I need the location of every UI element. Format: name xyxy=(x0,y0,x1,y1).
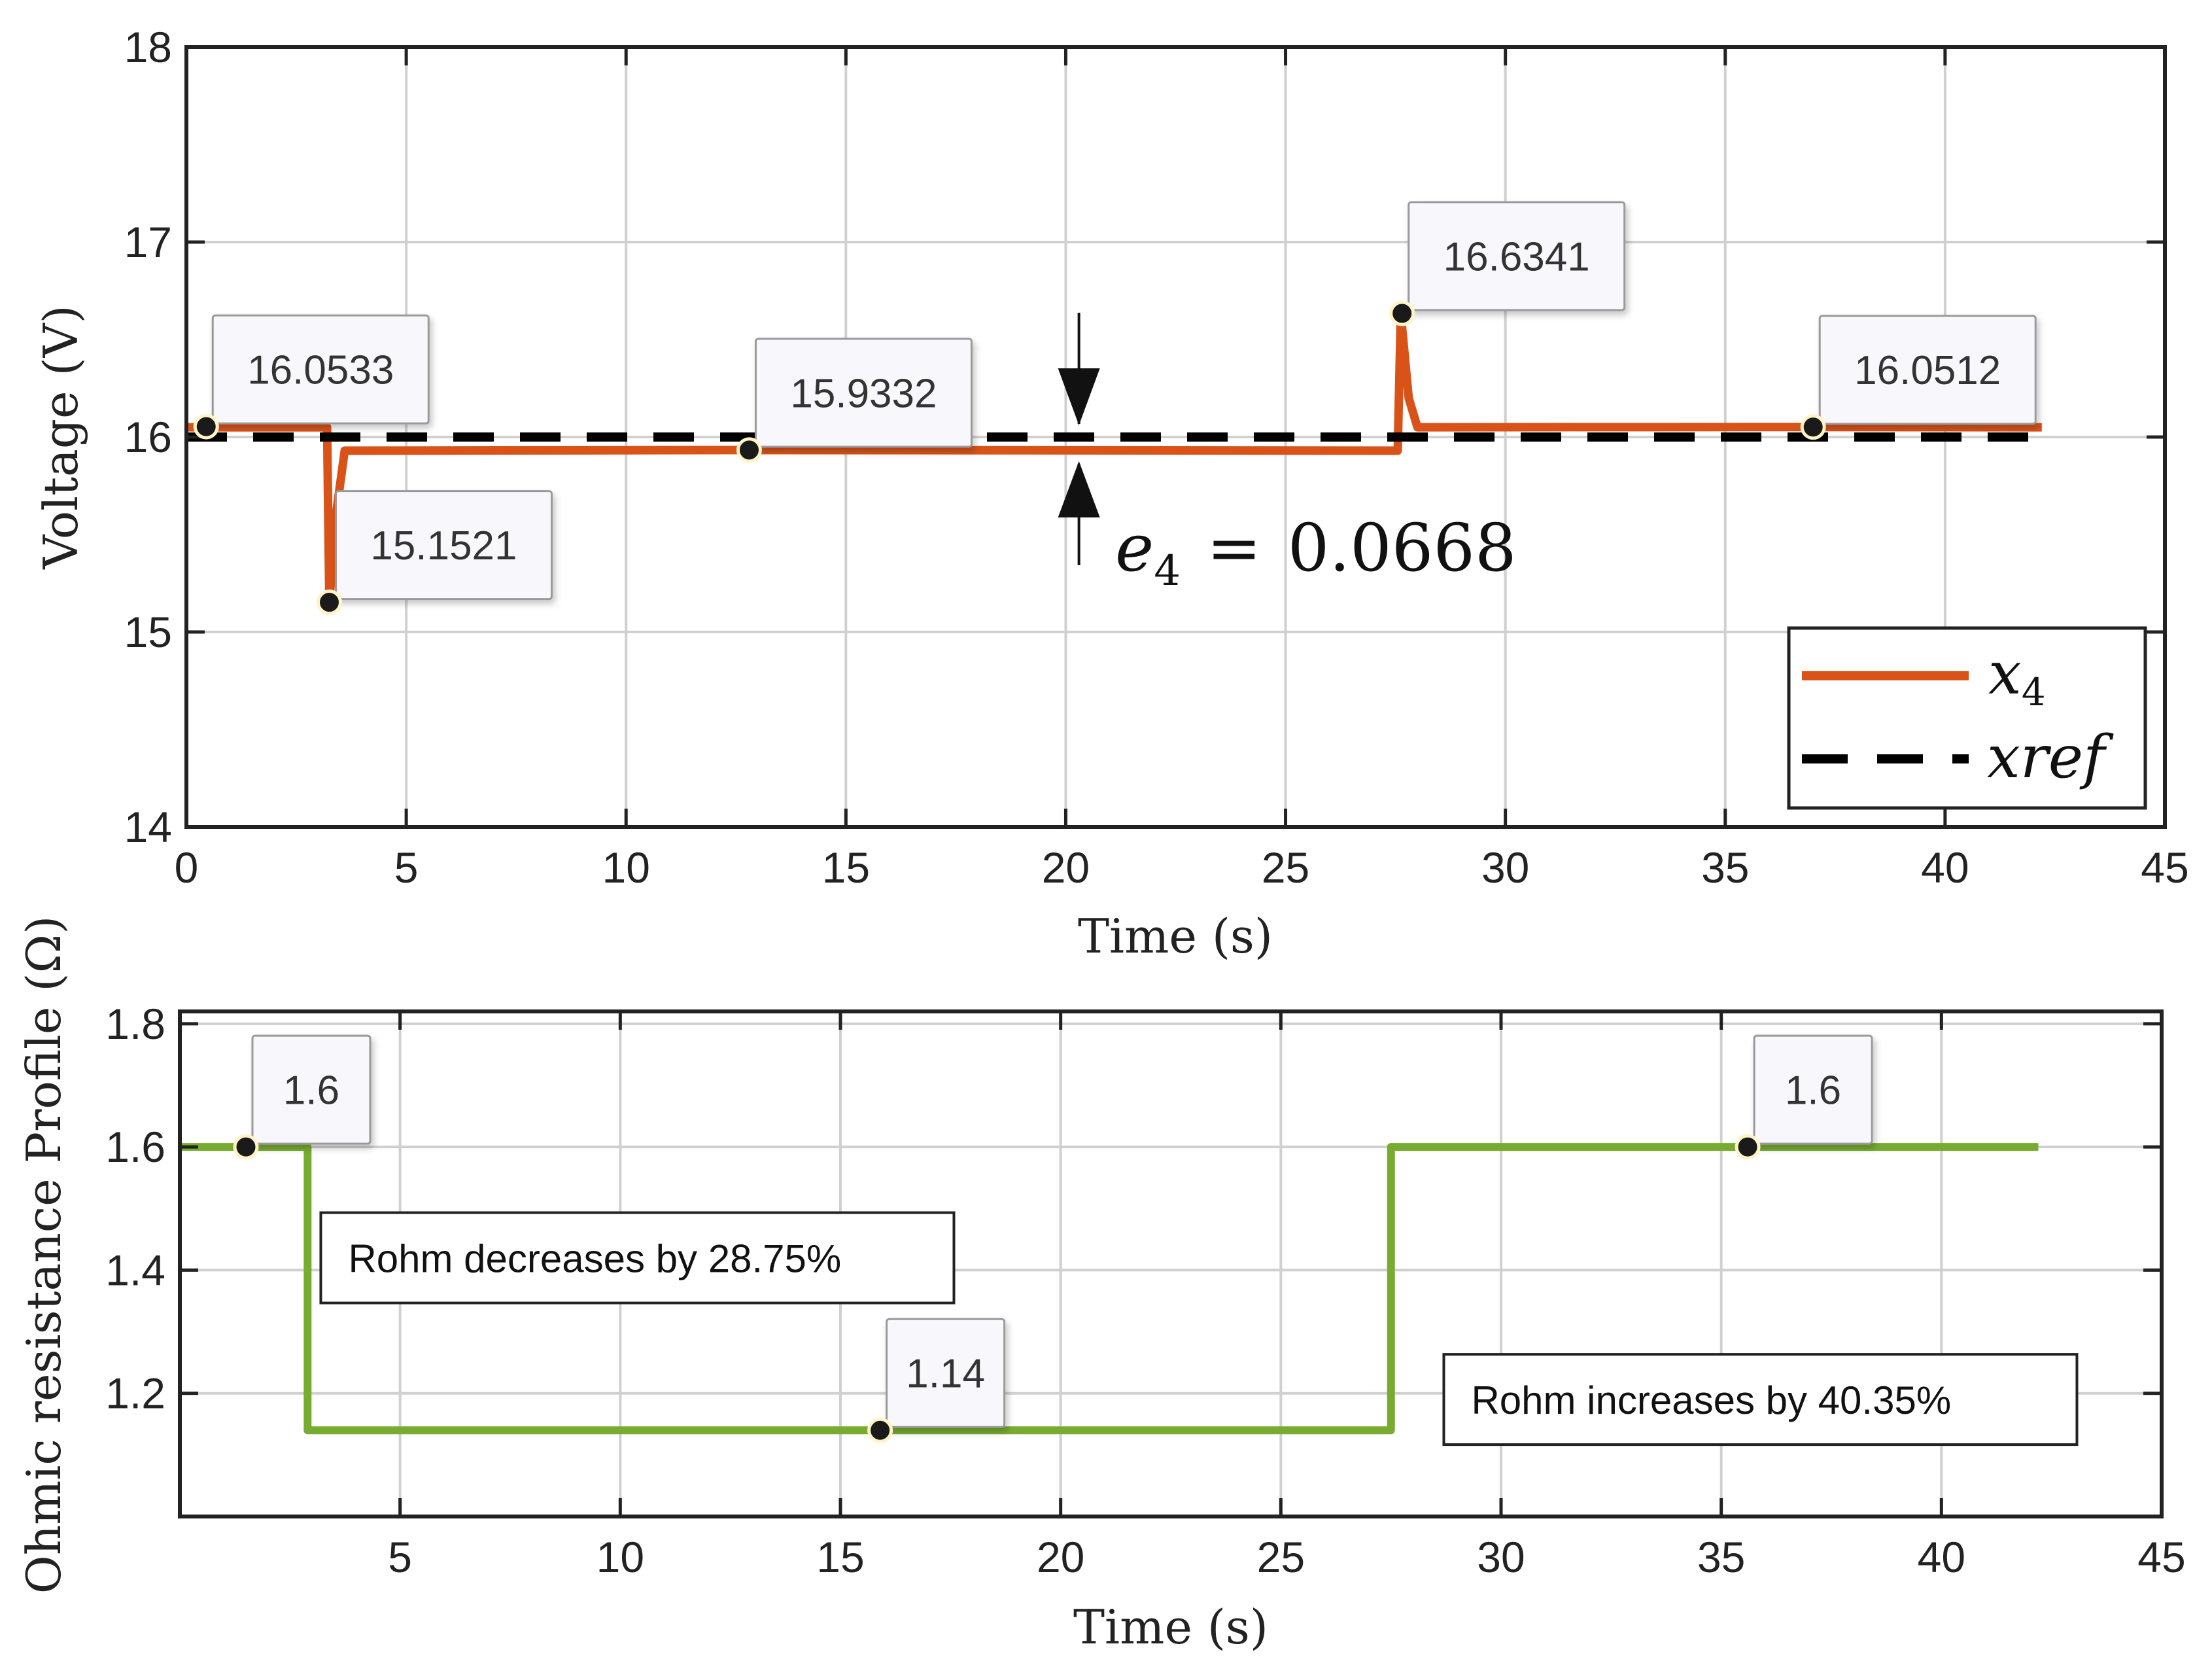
legend-box xyxy=(1787,626,2147,810)
datatip-label: 1.14 xyxy=(906,1352,985,1397)
datatip-label: 15.1521 xyxy=(370,523,517,569)
resistance-xtick-label-5: 5 xyxy=(388,1533,412,1581)
datatip-box xyxy=(251,1034,372,1145)
voltage-datatip-3[interactable]: 15.9332 xyxy=(736,338,973,463)
voltage-datatip-4[interactable]: 16.6341 xyxy=(1389,201,1626,326)
resistance-note-2: Rohm increases by 40.35% xyxy=(1442,1353,2079,1446)
voltage-datatip-5[interactable]: 16.0512 xyxy=(1800,315,2037,440)
resistance-xtick-label-25: 25 xyxy=(1257,1533,1305,1581)
note-box xyxy=(1442,1353,2079,1446)
datatip-marker xyxy=(1800,414,1826,440)
datatip-label: 1.6 xyxy=(1785,1068,1841,1113)
error-subscript: 4 xyxy=(1154,547,1181,595)
resistance-xtick-label-15: 15 xyxy=(816,1533,864,1581)
resistance-xtick-label-45: 45 xyxy=(2137,1533,2185,1581)
voltage-chart-datatips: 16.0533 15.1521 15.9332 16.6341 16.0512 xyxy=(193,201,2037,616)
datatip-box xyxy=(211,314,430,425)
resistance-chart-frame xyxy=(178,1009,2164,1518)
voltage-xtick-label-0: 0 xyxy=(175,843,199,892)
datatip-box xyxy=(1753,1034,1873,1145)
legend-label-x4: x4 xyxy=(1988,639,2046,714)
voltage-xtick-label-15: 15 xyxy=(822,843,870,892)
voltage-xtick-label-10: 10 xyxy=(602,843,650,892)
voltage-xtick-label-20: 20 xyxy=(1042,843,1090,892)
resistance-datatip-1[interactable]: 1.6 xyxy=(233,1034,372,1160)
legend-x4-base: x xyxy=(1988,639,2022,708)
error-arrowhead-lower xyxy=(1058,461,1100,517)
resistance-ytick-label-1-2: 1.2 xyxy=(105,1369,165,1418)
datatip-box xyxy=(886,1318,1006,1428)
resistance-chart-notes: Rohm decreases by 28.75% Rohm increases b… xyxy=(319,1211,2079,1446)
resistance-note-1: Rohm decreases by 28.75% xyxy=(319,1211,956,1305)
resistance-chart-ticks: 5 10 15 20 25 30 35 40 45 1.2 1.4 1.6 1.8 xyxy=(105,1000,2185,1581)
resistance-x-axis-label: Time (s) xyxy=(1073,1600,1268,1655)
legend-x4-sub: 4 xyxy=(2022,670,2046,714)
datatip-marker xyxy=(193,413,219,440)
resistance-datatip-2[interactable]: 1.14 xyxy=(867,1318,1006,1443)
resistance-datatip-3[interactable]: 1.6 xyxy=(1735,1034,1873,1160)
voltage-x-axis-label: Time (s) xyxy=(1078,909,1273,964)
voltage-ytick-label-14: 14 xyxy=(124,803,172,851)
note-text: Rohm increases by 40.35% xyxy=(1471,1378,1951,1422)
voltage-chart: 0 5 10 15 20 25 30 35 40 45 14 15 16 17 18 16.0533 15.1… xyxy=(33,23,2189,964)
datatip-label: 1.6 xyxy=(283,1068,339,1113)
datatip-marker xyxy=(316,589,342,616)
resistance-y-axis-label: Ohmic resistance Profile (Ω) xyxy=(16,916,71,1594)
voltage-xtick-label-40: 40 xyxy=(1921,843,1969,892)
datatip-label: 16.0512 xyxy=(1854,348,2001,393)
voltage-series-x4 xyxy=(186,309,2042,607)
error-value: 0.0668 xyxy=(1288,510,1517,586)
voltage-xtick-label-5: 5 xyxy=(394,843,419,892)
voltage-ytick-label-15: 15 xyxy=(124,608,172,656)
datatip-marker xyxy=(1389,300,1415,326)
resistance-series-rohm xyxy=(180,1143,2039,1435)
error-symbol: e xyxy=(1115,510,1154,586)
datatip-box xyxy=(1408,201,1626,311)
voltage-xtick-label-45: 45 xyxy=(2141,843,2188,892)
voltage-ytick-label-17: 17 xyxy=(124,218,172,266)
resistance-xtick-label-40: 40 xyxy=(1918,1533,1965,1581)
voltage-chart-ticks: 0 5 10 15 20 25 30 35 40 45 14 15 16 17 18 xyxy=(124,23,2189,892)
error-arrowhead-upper xyxy=(1058,368,1100,425)
voltage-datatip-2[interactable]: 15.1521 xyxy=(316,490,553,616)
datatip-marker xyxy=(736,437,762,463)
error-relation: = xyxy=(1207,510,1262,586)
resistance-ytick-label-1-6: 1.6 xyxy=(105,1123,165,1171)
datatip-label: 16.6341 xyxy=(1443,235,1590,280)
datatip-marker xyxy=(867,1417,893,1443)
voltage-ytick-label-16: 16 xyxy=(124,413,172,461)
voltage-datatip-1[interactable]: 16.0533 xyxy=(193,314,430,440)
datatip-marker xyxy=(1735,1134,1761,1160)
legend-label-xref: xref xyxy=(1987,723,2114,792)
error-label: e4 = 0.0668 xyxy=(1115,510,1517,595)
resistance-ytick-label-1-8: 1.8 xyxy=(105,1000,165,1048)
note-box xyxy=(319,1211,956,1305)
voltage-legend: x4 xref xyxy=(1787,626,2147,810)
resistance-xtick-label-30: 30 xyxy=(1477,1533,1525,1581)
error-annotation: e4 = 0.0668 xyxy=(1058,313,1517,595)
voltage-ytick-label-18: 18 xyxy=(124,23,172,71)
resistance-chart-series xyxy=(180,1143,2039,1435)
resistance-chart: 5 10 15 20 25 30 35 40 45 1.2 1.4 1.6 1.8 Rohm decre… xyxy=(16,916,2186,1655)
resistance-ytick-label-1-4: 1.4 xyxy=(105,1246,165,1294)
resistance-chart-datatips: 1.6 1.14 1.6 xyxy=(233,1034,1873,1443)
datatip-label: 16.0533 xyxy=(247,348,394,393)
voltage-xtick-label-35: 35 xyxy=(1701,843,1749,892)
resistance-xtick-label-10: 10 xyxy=(596,1533,644,1581)
voltage-xtick-label-30: 30 xyxy=(1481,843,1529,892)
note-text: Rohm decreases by 28.75% xyxy=(348,1237,841,1281)
voltage-xtick-label-25: 25 xyxy=(1262,843,1309,892)
datatip-marker xyxy=(233,1134,259,1160)
datatip-box xyxy=(334,490,553,601)
datatip-box xyxy=(754,338,973,448)
datatip-box xyxy=(1818,315,2037,425)
datatip-label: 15.9332 xyxy=(790,371,937,416)
voltage-chart-series xyxy=(186,309,2042,607)
resistance-xtick-label-35: 35 xyxy=(1697,1533,1745,1581)
resistance-xtick-label-20: 20 xyxy=(1037,1533,1084,1581)
voltage-y-axis-label: Voltage (V) xyxy=(33,305,88,569)
